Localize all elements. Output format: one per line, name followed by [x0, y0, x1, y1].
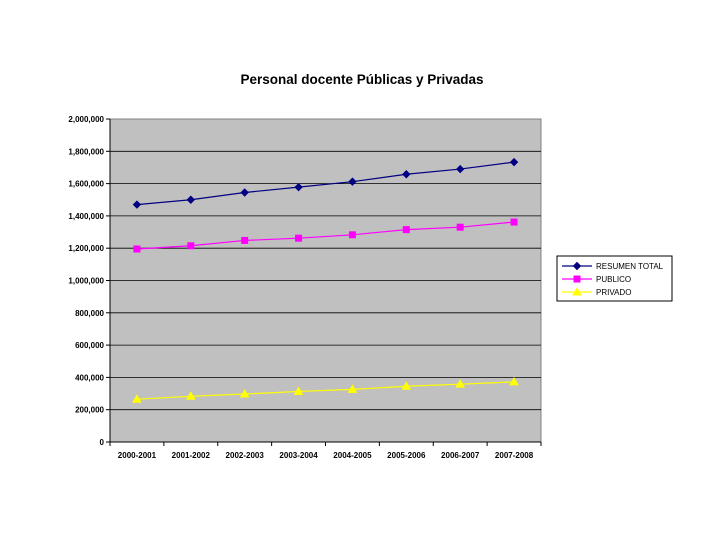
data-point-publico — [456, 223, 464, 231]
x-tick-label: 2001-2002 — [172, 451, 211, 460]
data-point-publico — [295, 234, 303, 242]
data-point-privado — [509, 376, 519, 386]
data-point-resumen-total — [132, 200, 142, 209]
x-tick-label: 2005-2006 — [387, 451, 426, 460]
chart-title: Personal docente Públicas y Privadas — [240, 72, 483, 87]
x-tick-label: 2002-2003 — [226, 451, 265, 460]
legend-label-privado: PRIVADO — [596, 288, 631, 297]
data-point-privado — [185, 391, 196, 400]
data-point-resumen-total — [294, 182, 303, 192]
data-point-privado — [401, 381, 412, 390]
data-point-resumen-total — [348, 177, 357, 186]
data-point-resumen-total — [509, 157, 519, 167]
y-tick-label: 800,000 — [75, 309, 104, 318]
legend-label-publico: PUBLICO — [596, 275, 631, 284]
legend-marker-privado — [572, 286, 582, 296]
legend-marker-publico — [573, 275, 581, 283]
series-line-publico — [136, 221, 515, 250]
y-tick-label: 1,000,000 — [68, 277, 104, 286]
legend-marker-resumen-total — [572, 261, 582, 271]
data-point-publico — [402, 226, 410, 234]
data-point-publico — [510, 218, 518, 226]
y-tick-label: 200,000 — [75, 406, 104, 415]
y-tick-label: 600,000 — [75, 341, 104, 350]
data-point-publico — [348, 231, 356, 239]
y-tick-label: 1,400,000 — [68, 212, 104, 221]
y-tick-label: 400,000 — [75, 373, 104, 382]
x-tick-label: 2004-2005 — [333, 451, 372, 460]
data-point-privado — [239, 389, 250, 398]
data-point-privado — [347, 384, 358, 393]
data-point-publico — [133, 245, 141, 253]
y-tick-label: 1,200,000 — [68, 244, 104, 253]
y-tick-label: 0 — [100, 438, 105, 447]
y-tick-label: 2,000,000 — [68, 115, 104, 124]
data-point-publico — [241, 236, 249, 244]
series-line-privado — [136, 381, 515, 400]
axes: 0 200,000 400,000 600,000 800,000 1,000,000 1,… — [68, 115, 542, 460]
gridlines — [110, 150, 541, 411]
x-tick-label: 2003-2004 — [279, 451, 318, 460]
data-point-resumen-total — [402, 170, 411, 179]
y-tick-label: 1,800,000 — [68, 147, 104, 156]
series-line-resumen-total — [136, 161, 515, 206]
data-point-resumen-total — [240, 188, 249, 197]
x-tick-label: 2000-2001 — [118, 451, 157, 460]
x-tick-label: 2006-2007 — [441, 451, 480, 460]
legend-label-resumen-total: RESUMEN TOTAL — [596, 262, 664, 271]
legend: RESUMEN TOTAL PUBLICO PRIVADO — [556, 255, 673, 302]
data-point-privado — [455, 379, 466, 388]
series-group — [132, 157, 519, 403]
data-point-resumen-total — [186, 195, 196, 204]
x-tick-label: 2007-2008 — [495, 451, 534, 460]
data-point-privado — [293, 386, 304, 395]
data-point-privado — [132, 394, 142, 403]
data-point-resumen-total — [455, 164, 465, 174]
data-point-publico — [187, 242, 195, 250]
y-tick-label: 1,600,000 — [68, 180, 104, 189]
